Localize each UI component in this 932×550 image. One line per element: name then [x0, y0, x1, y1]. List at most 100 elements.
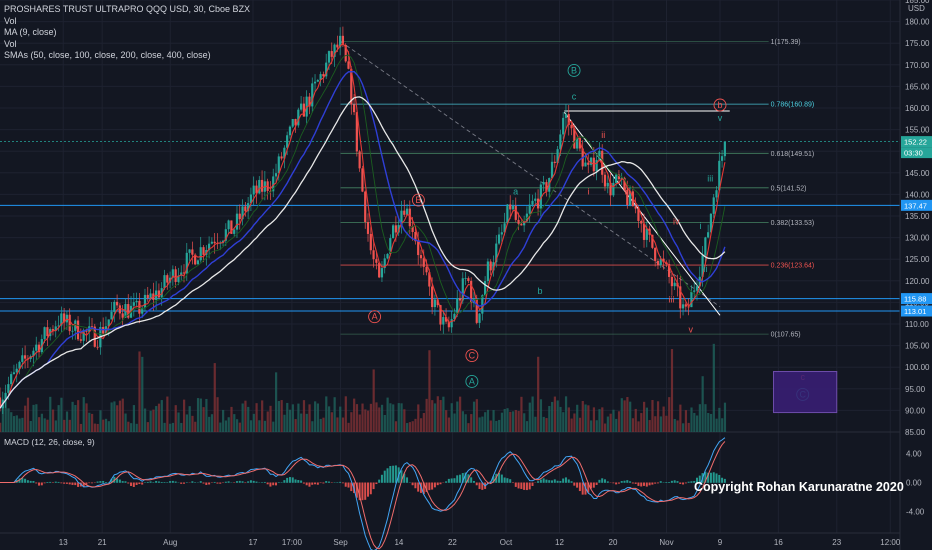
time-axis[interactable]: 13 21 Aug 17 17:00 Sep 14 22 Oct 12 20 Nov 9 16 23 12:0…	[59, 538, 901, 547]
candle-body	[651, 234, 654, 248]
fib-label: 0.382(133.53)	[771, 220, 815, 227]
candle-body	[79, 339, 82, 341]
candle-body	[528, 204, 531, 214]
macd-histogram-bar	[252, 480, 255, 483]
volume-bar	[113, 401, 116, 432]
symbol-title[interactable]: PROSHARES TRUST ULTRAPRO QQQ USD, 30, Cb…	[4, 4, 251, 14]
macd-histogram-bar	[506, 478, 509, 483]
price-tick: 170.00	[905, 61, 930, 70]
volume-bar	[378, 407, 381, 432]
macd-histogram-bar	[456, 475, 459, 483]
volume-bar	[57, 405, 60, 432]
volume-bar	[662, 406, 665, 432]
candle-body	[668, 264, 671, 277]
volume-bar	[269, 405, 272, 432]
candle-body	[628, 191, 632, 206]
volume-bar	[185, 414, 188, 432]
legend-vol-2[interactable]: Vol	[4, 38, 17, 49]
volume-bar	[130, 423, 133, 432]
candle-body	[110, 311, 113, 320]
macd-histogram-bar	[104, 482, 107, 483]
price-badge-label: 113.01	[904, 307, 926, 316]
candle-body	[235, 213, 239, 230]
macd-histogram-bar	[54, 481, 57, 483]
volume-bar	[143, 408, 147, 432]
volume-bar	[528, 402, 531, 432]
macd-histogram-bar	[202, 482, 205, 484]
macd-histogram-bar	[244, 482, 247, 484]
legend-vol[interactable]: Vol	[4, 15, 17, 26]
volume-bar	[319, 418, 322, 432]
macd-histogram-bar	[110, 478, 113, 483]
macd-histogram-bar	[431, 482, 434, 490]
candle-body	[311, 83, 314, 107]
volume-bar	[645, 407, 649, 432]
volume-bar	[316, 403, 320, 432]
price-tick: 110.00	[905, 320, 929, 329]
time-tick: 17	[249, 538, 258, 547]
candle-body	[391, 225, 395, 239]
candle-body	[484, 281, 487, 296]
macd-histogram-bar	[693, 480, 696, 483]
macd-histogram-bar	[280, 482, 283, 483]
candle-body	[481, 295, 484, 314]
macd-histogram-bar	[166, 482, 169, 483]
macd-histogram-bar	[414, 482, 417, 489]
volume-bar	[174, 405, 177, 432]
horizontal-levels	[0, 141, 900, 312]
wave-label: c	[572, 91, 577, 101]
volume-bar	[495, 420, 498, 432]
volume-bar	[623, 400, 626, 432]
volume-bar	[355, 404, 359, 432]
volume-bar	[275, 372, 278, 432]
candle-body	[492, 262, 495, 271]
macd-histogram-bar	[272, 482, 275, 486]
legend-ma[interactable]: MA (9, close)	[4, 27, 57, 37]
macd-histogram-bar	[640, 482, 643, 487]
legend-smas[interactable]: SMAs (50, close, 100, close, 200, close,…	[4, 50, 211, 60]
candle-body	[531, 200, 534, 205]
candle-body	[286, 135, 289, 148]
candle-body	[478, 313, 481, 323]
macd-histogram-bar	[157, 481, 160, 483]
macd-histogram-bar	[528, 482, 531, 490]
macd-histogram-bar	[155, 480, 158, 483]
macd-histogram-bar	[263, 481, 266, 483]
price-tick: 135.00	[905, 212, 930, 221]
candle-body	[414, 231, 417, 242]
macd-histogram-bar	[637, 482, 640, 486]
macd-histogram-bar	[503, 477, 506, 483]
candle-body	[358, 151, 361, 169]
macd-legend[interactable]: MACD (12, 26, close, 9)	[4, 437, 95, 447]
volume-bar	[110, 402, 113, 432]
wave-label: iii	[625, 186, 631, 196]
volume-bar	[132, 405, 136, 432]
macd-histogram-bar	[375, 482, 378, 485]
time-tick: 21	[98, 538, 107, 547]
candle-body	[210, 241, 213, 244]
candle-body	[497, 234, 501, 244]
candle-body	[325, 62, 328, 77]
macd-histogram-bar	[261, 482, 264, 483]
candle-body	[85, 330, 88, 332]
price-badge-label: 137.47	[904, 201, 927, 210]
candle-body	[174, 269, 177, 282]
candle-body	[163, 275, 166, 289]
volume-bar	[327, 406, 331, 432]
wave-circle	[411, 193, 425, 207]
macd-histogram-bar	[160, 481, 163, 483]
candle-body	[149, 293, 152, 299]
macd-histogram-bar	[472, 480, 475, 483]
candle-body	[405, 208, 409, 215]
candle-body	[339, 35, 342, 48]
macd-histogram-bar	[648, 482, 651, 486]
candle-body	[21, 355, 24, 362]
candle-body	[213, 241, 216, 244]
candle-body	[506, 204, 509, 224]
macd-histogram-bar	[498, 472, 501, 483]
volume-bar	[199, 398, 202, 432]
wave-label: ii	[703, 264, 707, 274]
price-axis[interactable]: USD 85.00 90.00 95.00 100.00 105.00 110.00 115.…	[899, 0, 932, 550]
volume-bar	[79, 423, 83, 432]
